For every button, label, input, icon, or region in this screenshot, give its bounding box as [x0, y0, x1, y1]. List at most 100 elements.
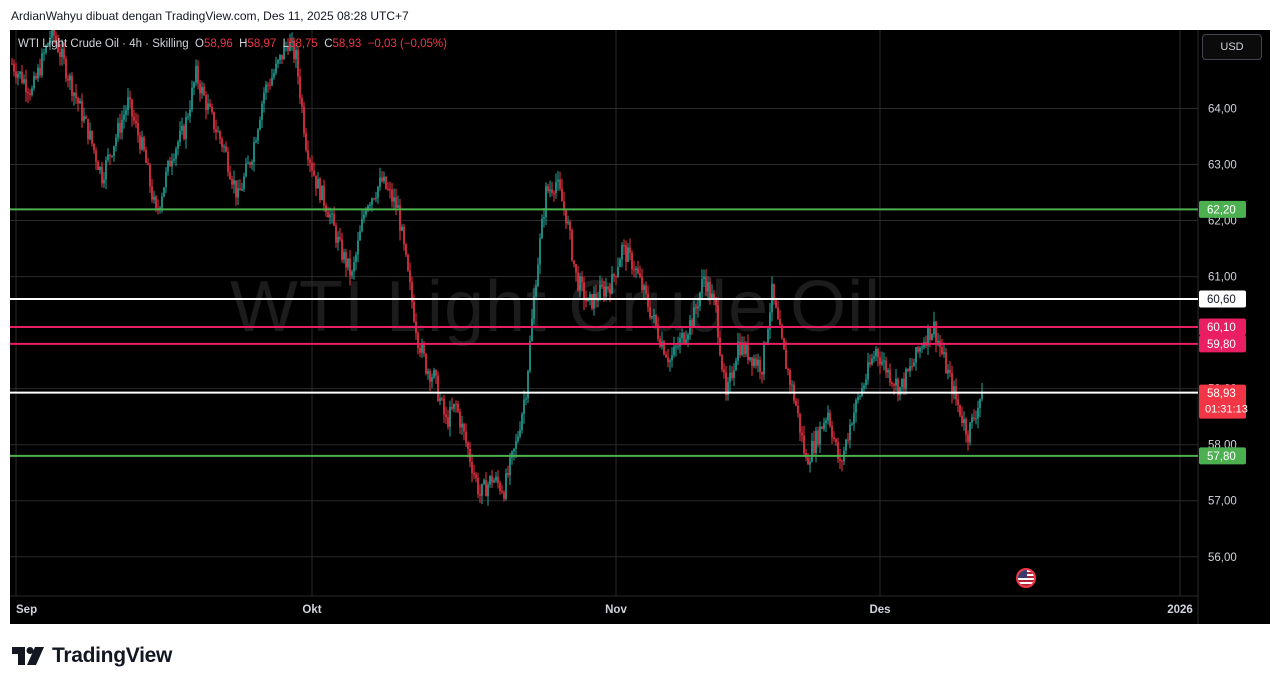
- candle-body: [167, 160, 169, 172]
- candle-body: [425, 354, 427, 374]
- candle-body: [527, 371, 529, 399]
- level-price-label: 58,93: [1207, 388, 1236, 400]
- candle-body: [235, 180, 237, 198]
- us-flag-icon[interactable]: [1016, 568, 1036, 588]
- candle-body: [93, 143, 95, 151]
- currency-button[interactable]: USD: [1202, 34, 1262, 60]
- candle-body: [293, 40, 295, 60]
- y-tick-label: 56,00: [1208, 552, 1237, 564]
- candle-body: [449, 407, 451, 427]
- candle-body: [753, 358, 755, 366]
- candle-body: [813, 440, 815, 453]
- candle-body: [411, 282, 413, 302]
- candle-body: [809, 461, 811, 465]
- candle-body: [647, 293, 649, 308]
- candle-body: [979, 399, 981, 408]
- candle-body: [811, 440, 813, 462]
- candle-body: [729, 372, 731, 383]
- candle-body: [105, 159, 107, 180]
- candle-body: [67, 78, 69, 81]
- candle-body: [903, 378, 905, 389]
- brand-name: TradingView: [52, 644, 173, 667]
- candle-body: [313, 170, 315, 176]
- candle-body: [219, 131, 221, 140]
- candle-body: [749, 357, 751, 360]
- candle-body: [329, 214, 331, 218]
- candle-body: [421, 344, 423, 353]
- horizontal-levels[interactable]: [10, 208, 1198, 457]
- candle-body: [277, 60, 279, 64]
- y-tick-label: 62,00: [1208, 216, 1237, 228]
- candle-body: [763, 342, 765, 375]
- candle-body: [523, 399, 525, 415]
- candle-body: [865, 379, 867, 386]
- candle-body: [365, 210, 367, 215]
- candle-body: [129, 97, 131, 100]
- candle-body: [239, 188, 241, 191]
- candle-body: [959, 404, 961, 416]
- candle-body: [255, 140, 257, 143]
- level-price-label: 59,80: [1207, 339, 1236, 351]
- candle-body: [677, 346, 679, 348]
- candle-body: [737, 341, 739, 361]
- candle-body: [297, 50, 299, 77]
- candle-body: [107, 154, 109, 160]
- candle-body: [229, 171, 231, 180]
- candle-body: [885, 360, 887, 373]
- candle-body: [47, 43, 49, 46]
- candle-body: [413, 301, 415, 322]
- candle-body: [171, 160, 173, 167]
- candle-body: [963, 419, 965, 424]
- candle-body: [429, 371, 431, 382]
- candle-body: [299, 76, 301, 99]
- candle-body: [373, 198, 375, 200]
- level-price-label: 57,80: [1207, 451, 1236, 463]
- candle-body: [227, 151, 229, 172]
- y-tick-label: 57,00: [1208, 496, 1237, 508]
- candle-body: [191, 87, 193, 110]
- candle-body: [331, 213, 333, 215]
- legend-close: 58,93: [332, 38, 362, 50]
- candle-body: [451, 407, 453, 409]
- candle-body: [511, 451, 513, 458]
- chart-area[interactable]: WTI Light Crude Oil 56,0057,0058,0059,00…: [10, 30, 1270, 624]
- candle-body: [333, 213, 335, 226]
- candle-body: [497, 476, 499, 484]
- candle-body: [201, 86, 203, 94]
- candle-body: [799, 413, 801, 433]
- candle-body: [103, 179, 105, 184]
- candle-body: [263, 92, 265, 104]
- candle-body: [195, 65, 197, 83]
- candle-body: [11, 63, 13, 65]
- candle-body: [615, 276, 617, 278]
- candle-body: [205, 95, 207, 110]
- candle-body: [439, 398, 441, 401]
- candle-body: [655, 314, 657, 326]
- candle-body: [695, 307, 697, 309]
- candle-body: [545, 186, 547, 218]
- candle-body: [125, 110, 127, 115]
- candle-body: [241, 189, 243, 191]
- candle-body: [669, 360, 671, 363]
- candle-body: [387, 188, 389, 190]
- candle-body: [513, 448, 515, 452]
- candle-body: [401, 226, 403, 231]
- candle-body: [713, 293, 715, 299]
- candle-body: [653, 314, 655, 317]
- candle-body: [441, 398, 443, 400]
- symbol-legend: WTI Light Crude Oil · 4h · Skilling O58,…: [18, 38, 447, 50]
- candle-body: [795, 400, 797, 406]
- candle-body: [891, 382, 893, 385]
- candle-body: [117, 122, 119, 138]
- candle-body: [899, 386, 901, 396]
- candle-body: [65, 58, 67, 79]
- candle-body: [245, 163, 247, 177]
- candle-body: [433, 370, 435, 378]
- candlestick-chart[interactable]: 56,0057,0058,0059,0061,0062,0063,0064,00…: [10, 30, 1270, 624]
- y-tick-label: 63,00: [1208, 159, 1237, 171]
- candle-body: [135, 120, 137, 124]
- candle-body: [213, 112, 215, 130]
- candle-body: [43, 52, 45, 54]
- candle-body: [597, 299, 599, 301]
- candle-body: [317, 178, 319, 189]
